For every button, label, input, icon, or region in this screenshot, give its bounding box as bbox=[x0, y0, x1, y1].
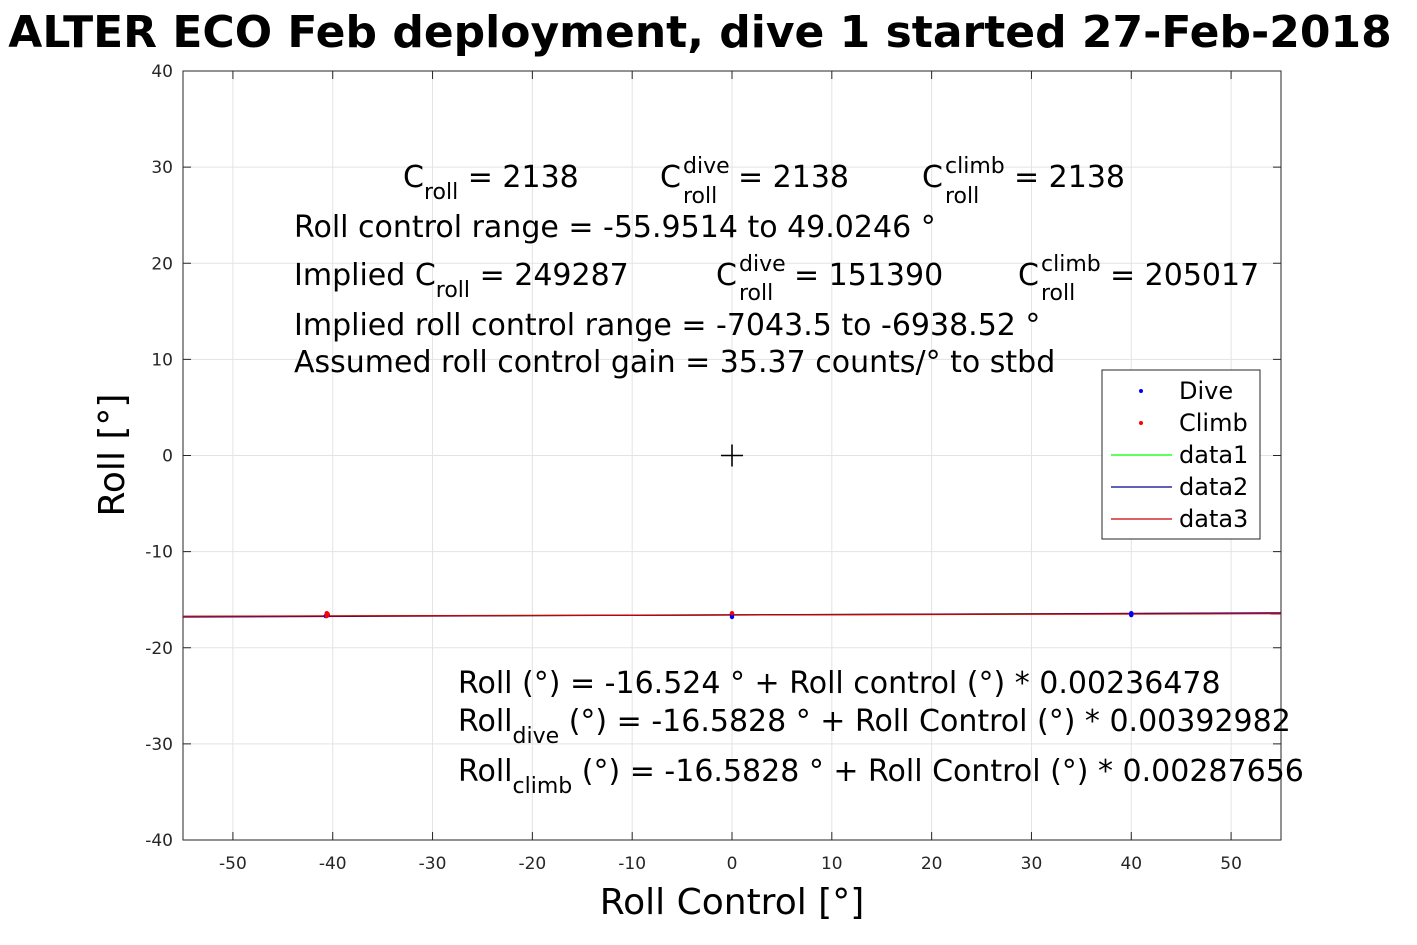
y-tick-label: 10 bbox=[151, 350, 173, 370]
fit-dive-annotation: Rolldive (°) = -16.5828 ° + Roll Control… bbox=[458, 704, 1291, 749]
x-tick-label: -50 bbox=[219, 854, 247, 874]
x-tick-label: 40 bbox=[1120, 854, 1142, 874]
chart-title: ALTER ECO Feb deployment, dive 1 started… bbox=[8, 7, 1391, 58]
x-tick-label: 10 bbox=[821, 854, 843, 874]
x-tick-label: 50 bbox=[1220, 854, 1242, 874]
legend-label-data1: data1 bbox=[1179, 441, 1248, 469]
x-tick-label: 0 bbox=[727, 854, 738, 874]
svg-text:C: C bbox=[1018, 258, 1039, 293]
y-tick-label: 30 bbox=[151, 158, 173, 178]
axis-ticks: -50 -40 -30 -20 -10 0 10 20 30 40 50 -40 -30 -20 -10 0 1… bbox=[145, 62, 1281, 874]
x-tick-label: -40 bbox=[319, 854, 347, 874]
y-axis-label: Roll [°] bbox=[92, 394, 133, 517]
y-tick-label: 20 bbox=[151, 254, 173, 274]
implied-range-annotation: Implied roll control range = -7043.5 to … bbox=[294, 308, 1040, 343]
data-point-climb bbox=[729, 610, 735, 616]
svg-text:C: C bbox=[660, 160, 681, 195]
svg-text:roll: roll bbox=[739, 281, 773, 306]
implied-c-roll-climb-annotation: C climb roll = 205017 bbox=[1018, 252, 1259, 306]
implied-c-roll-annotation: Implied Croll = 249287 bbox=[294, 258, 629, 303]
legend-marker-climb bbox=[1139, 421, 1143, 425]
legend-label-dive: Dive bbox=[1179, 377, 1233, 405]
legend-label-data2: data2 bbox=[1179, 473, 1248, 501]
svg-text:dive: dive bbox=[739, 252, 786, 277]
gain-annotation: Assumed roll control gain = 35.37 counts… bbox=[294, 345, 1055, 380]
x-tick-label: 20 bbox=[921, 854, 943, 874]
legend-label-climb: Climb bbox=[1179, 409, 1248, 437]
y-tick-label: 0 bbox=[162, 447, 173, 467]
svg-text:climb: climb bbox=[1041, 252, 1101, 277]
x-tick-label: 30 bbox=[1021, 854, 1043, 874]
x-axis-label: Roll Control [°] bbox=[600, 882, 865, 923]
y-tick-label: 40 bbox=[151, 62, 173, 82]
x-tick-label: -20 bbox=[518, 854, 546, 874]
fit-all-annotation: Roll (°) = -16.524 ° + Roll control (°) … bbox=[458, 666, 1221, 701]
svg-text:= 151390: = 151390 bbox=[794, 258, 943, 293]
svg-text:C: C bbox=[922, 160, 943, 195]
center-plus-marker bbox=[721, 444, 743, 467]
y-tick-label: -30 bbox=[145, 735, 173, 755]
x-tick-label: -10 bbox=[618, 854, 646, 874]
implied-c-roll-dive-annotation: C dive roll = 151390 bbox=[716, 252, 943, 306]
svg-text:climb: climb bbox=[945, 154, 1005, 179]
roll-range-annotation: Roll control range = -55.9514 to 49.0246… bbox=[294, 210, 936, 245]
svg-text:= 2138: = 2138 bbox=[738, 160, 849, 195]
data-point-dive bbox=[1129, 612, 1134, 618]
legend-label-data3: data3 bbox=[1179, 505, 1248, 533]
svg-text:roll: roll bbox=[945, 184, 979, 209]
legend-marker-dive bbox=[1139, 389, 1143, 393]
fit-climb-annotation: Rollclimb (°) = -16.5828 ° + Roll Contro… bbox=[458, 754, 1304, 799]
c-roll-annotation: Croll = 2138 bbox=[403, 160, 579, 205]
y-tick-label: -40 bbox=[145, 831, 173, 851]
svg-text:roll: roll bbox=[683, 184, 717, 209]
svg-text:= 2138: = 2138 bbox=[1014, 160, 1125, 195]
svg-text:= 205017: = 205017 bbox=[1110, 258, 1259, 293]
svg-text:dive: dive bbox=[683, 154, 730, 179]
y-tick-label: -10 bbox=[145, 543, 173, 563]
svg-text:roll: roll bbox=[1041, 281, 1075, 306]
y-tick-label: -20 bbox=[145, 639, 173, 659]
legend: Dive Climb data1 data2 data3 bbox=[1101, 369, 1261, 540]
data-series bbox=[182, 444, 1282, 620]
c-roll-dive-annotation: C dive roll = 2138 bbox=[660, 154, 849, 209]
svg-text:C: C bbox=[716, 258, 737, 293]
c-roll-climb-annotation: C climb roll = 2138 bbox=[922, 154, 1125, 209]
x-tick-label: -30 bbox=[419, 854, 447, 874]
data-point-climb bbox=[324, 613, 329, 619]
